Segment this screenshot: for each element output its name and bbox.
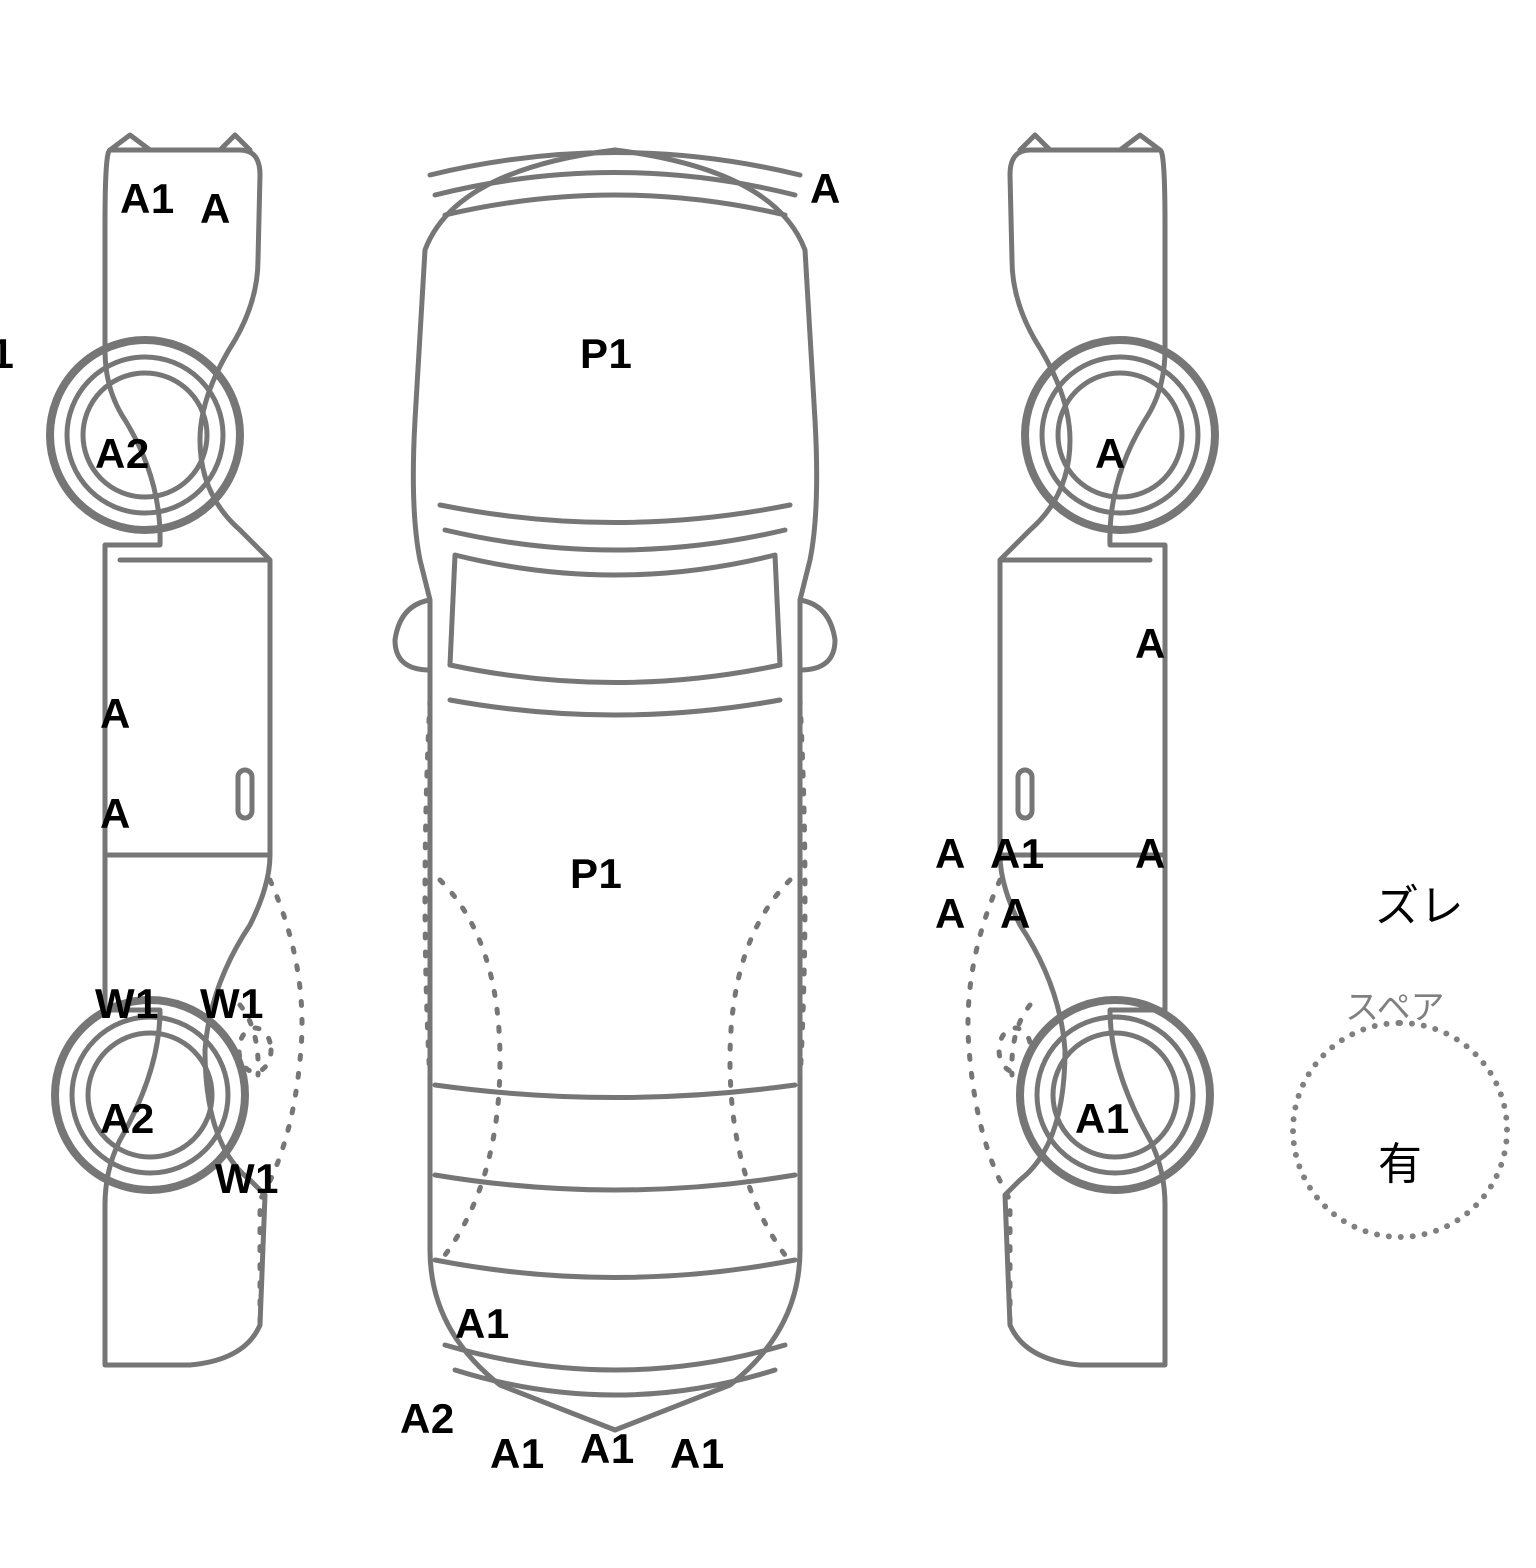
side-note-zure: ズレ [1375,870,1464,934]
damage-label: A [100,790,131,838]
damage-label: A [935,890,966,938]
damage-label: A1 [120,175,175,223]
damage-label: P1 [0,330,14,378]
damage-label: A [100,690,131,738]
damage-label: A [935,830,966,878]
damage-label: A [1135,620,1166,668]
damage-label: A2 [400,1395,455,1443]
diagram-stage: A1AP1AA2AAW1W1A2W1P1P1A1A2A1A1A1AAAAAA1A… [0,0,1536,1568]
damage-label: A1 [580,1425,635,1473]
damage-label: A [1000,890,1031,938]
damage-label: W1 [215,1155,279,1203]
damage-label: W1 [95,980,159,1028]
spare-tire-label: スペア [1345,980,1445,1029]
damage-label: W1 [200,980,264,1028]
damage-label: A [1135,830,1166,878]
damage-label: A2 [100,1095,155,1143]
damage-label: A1 [490,1430,545,1478]
damage-label: A1 [670,1430,725,1478]
car-diagram-svg [0,0,1536,1568]
damage-label: A [810,165,841,213]
damage-label: A1 [1075,1095,1130,1143]
damage-label: A2 [95,430,150,478]
damage-label: P1 [570,850,622,898]
damage-label: P1 [580,330,632,378]
damage-label: A [1095,430,1126,478]
damage-label: A1 [455,1300,510,1348]
spare-tire: スペア 有 [1290,1020,1510,1240]
damage-label: A1 [990,830,1045,878]
damage-label: A [200,185,231,233]
spare-tire-status: 有 [1378,1128,1422,1192]
